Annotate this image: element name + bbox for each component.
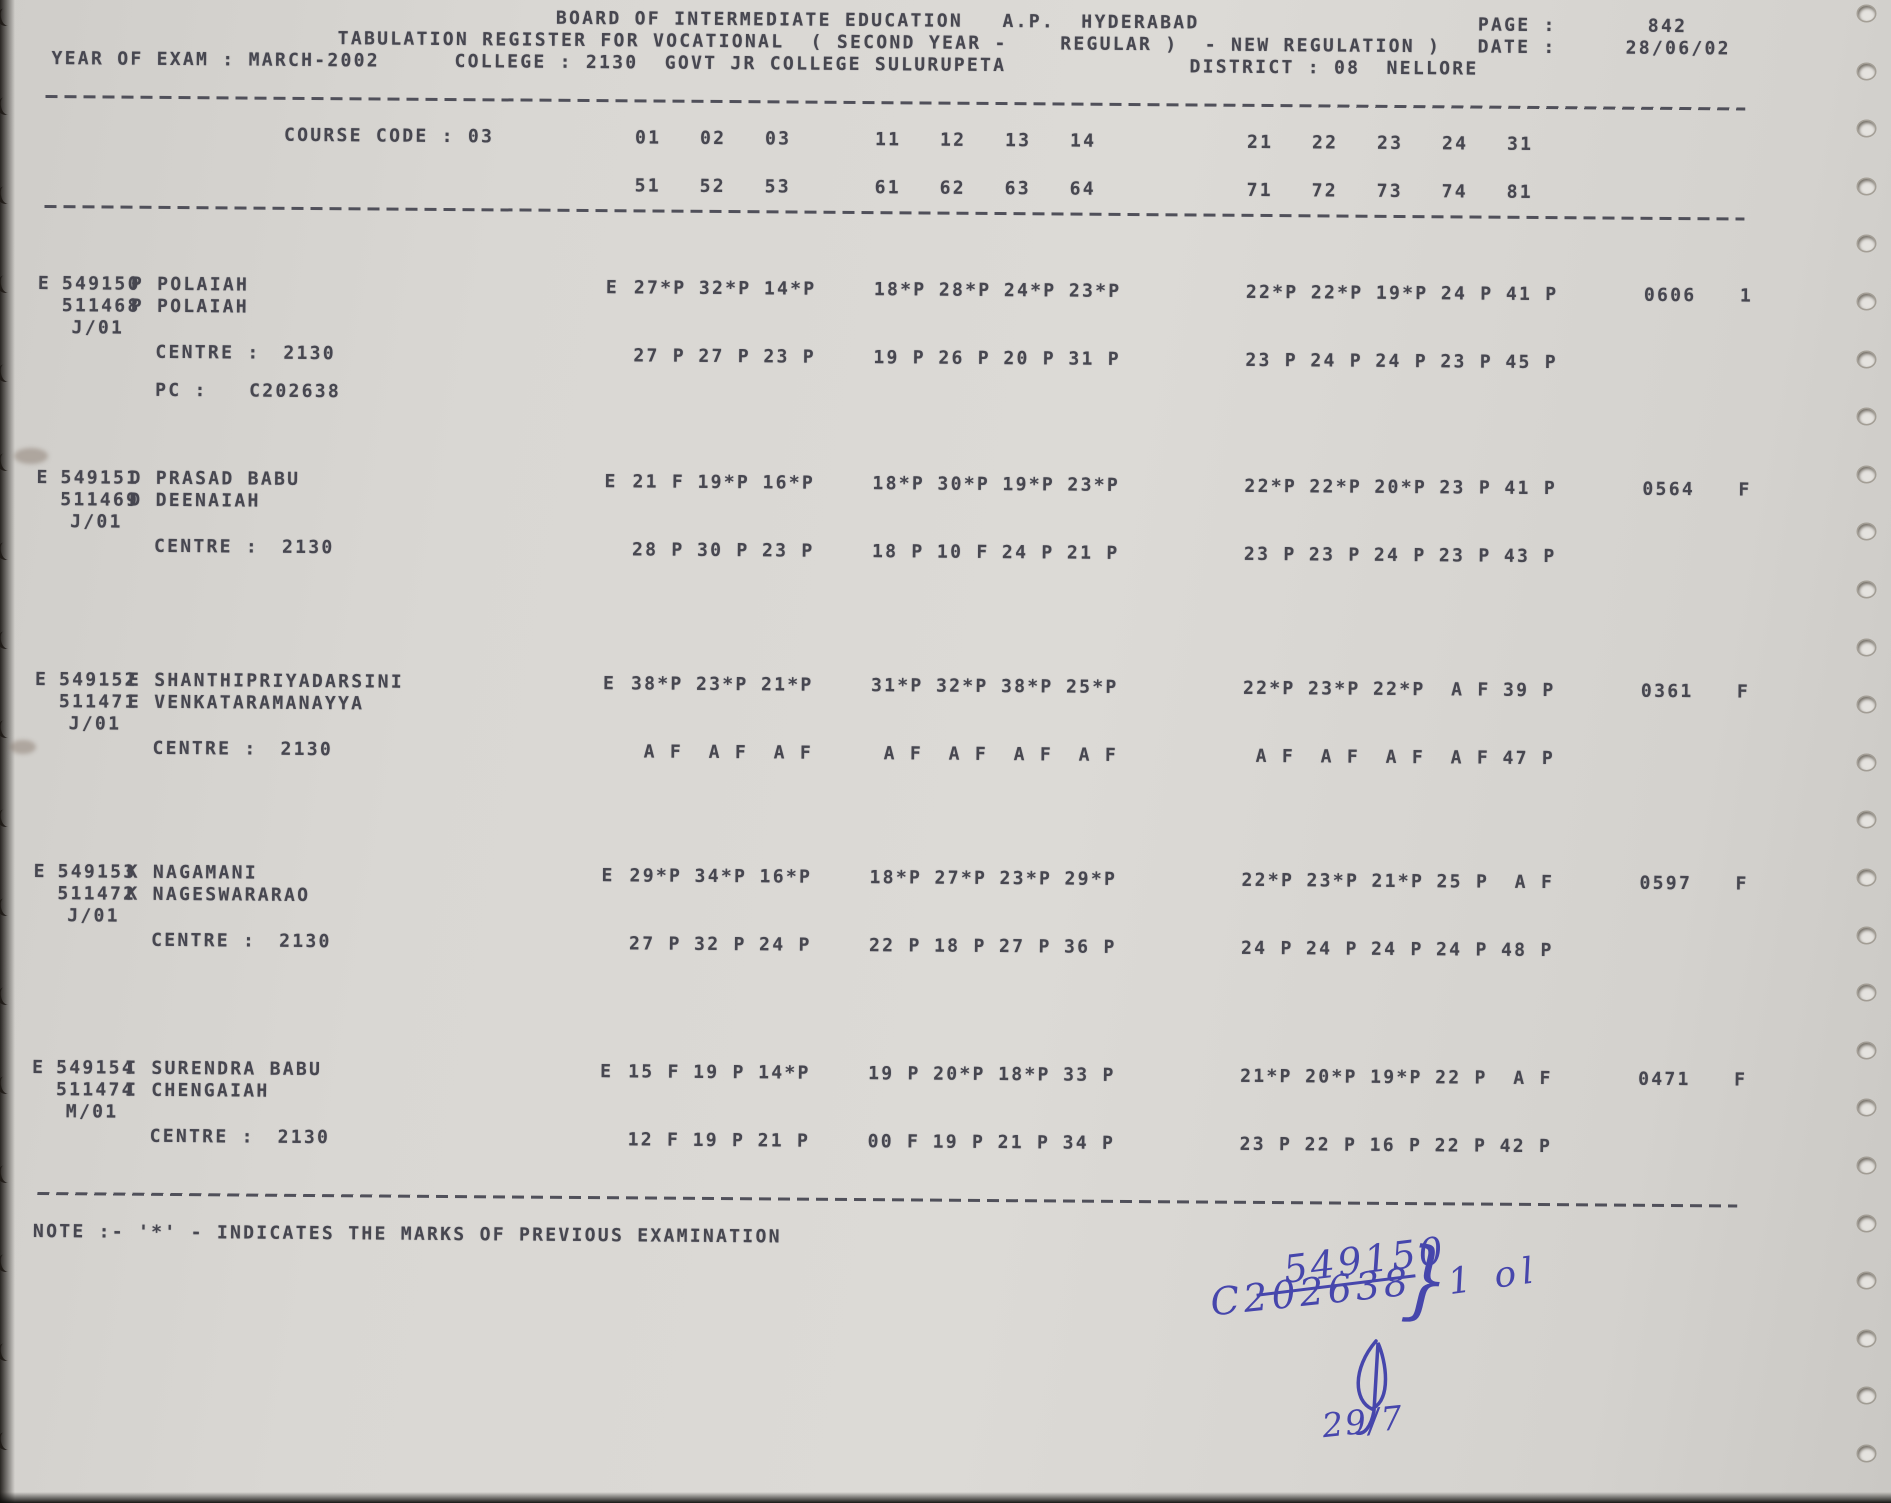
signature-date: 29/7	[1320, 1397, 1406, 1446]
tractor-feed-hole	[1858, 1446, 1875, 1461]
tractor-feed-hole	[1858, 121, 1875, 137]
tractor-feed-hole	[1858, 812, 1875, 828]
tractor-feed-hole	[1858, 63, 1875, 79]
tractor-feed-hole	[1858, 1215, 1875, 1231]
signature-flourish	[1355, 1339, 1388, 1435]
tractor-feed-hole	[1858, 1158, 1875, 1173]
tractor-feed-hole	[1858, 582, 1875, 597]
paper-smudge	[10, 740, 36, 754]
paper-smudge	[14, 448, 48, 464]
tractor-feed-hole	[1858, 1388, 1875, 1404]
tractor-feed-hole	[1858, 1100, 1875, 1116]
paper-bottom-edge	[0, 1492, 1891, 1503]
tractor-feed-hole	[1858, 466, 1875, 482]
tractor-feed-hole	[1858, 927, 1875, 943]
tractor-feed-hole	[1858, 1330, 1875, 1346]
handwritten-pc-number: C202638	[1208, 1259, 1414, 1325]
tractor-feed-hole	[1858, 236, 1875, 252]
tractor-feed-hole	[1858, 294, 1875, 309]
tractor-feed-hole	[1858, 754, 1875, 770]
tractor-feed-hole	[1858, 639, 1875, 655]
tractor-feed-hole	[1858, 6, 1875, 21]
tractor-feed-hole	[1858, 409, 1875, 425]
tractor-feed-hole	[1858, 870, 1875, 885]
handwritten-brace: }	[1398, 1228, 1453, 1332]
tractor-feed-hole	[1858, 178, 1875, 194]
tractor-feed-hole	[1858, 985, 1875, 1001]
tractor-feed-hole	[1858, 1273, 1875, 1289]
tractor-feed-hole	[1858, 1042, 1875, 1058]
tractor-feed-hole	[1858, 697, 1875, 713]
tractor-feed-hole	[1858, 524, 1875, 540]
paper-left-edge	[0, 0, 15, 1503]
handwritten-count-note: 1 ol	[1445, 1249, 1542, 1304]
tractor-feed-hole	[1858, 351, 1875, 367]
